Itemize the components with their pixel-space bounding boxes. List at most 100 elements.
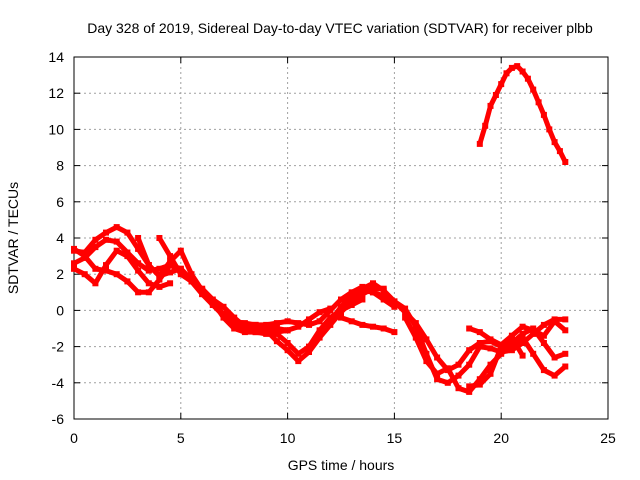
data-point (487, 336, 494, 343)
data-point (135, 235, 142, 241)
data-point (476, 376, 483, 383)
data-point (316, 327, 323, 334)
data-point (524, 75, 531, 82)
data-point (273, 338, 280, 345)
series-line (466, 318, 568, 348)
data-point (103, 267, 109, 274)
data-point (359, 321, 366, 328)
data-point (540, 340, 547, 346)
data-point (434, 376, 441, 383)
series-line (477, 63, 568, 165)
data-point (156, 235, 163, 241)
data-point (71, 245, 77, 252)
data-point (167, 253, 174, 260)
data-point (562, 363, 569, 370)
data-point (402, 314, 409, 321)
data-point (338, 314, 344, 321)
data-point (562, 316, 569, 323)
data-point (423, 358, 430, 365)
data-point (370, 289, 376, 296)
data-point (556, 148, 563, 155)
data-point (124, 278, 131, 285)
data-point (188, 271, 195, 278)
data-point (476, 140, 483, 147)
data-point (412, 323, 419, 330)
y-tick-label: 12 (48, 85, 64, 101)
data-point (263, 321, 270, 328)
data-point (135, 260, 142, 267)
data-point (81, 253, 88, 260)
data-point (370, 280, 376, 287)
data-point (444, 365, 451, 372)
series-track-1 (71, 236, 334, 334)
data-point (434, 370, 441, 377)
data-point (498, 350, 505, 357)
series-track-6 (156, 235, 291, 337)
data-point (113, 271, 120, 278)
data-point (156, 265, 163, 272)
data-point (562, 327, 569, 334)
data-point (359, 287, 366, 294)
data-point (71, 265, 77, 272)
data-point (487, 102, 494, 109)
data-point (466, 361, 473, 368)
data-point (338, 303, 344, 310)
data-point (209, 296, 216, 303)
data-point (124, 229, 131, 236)
data-point (535, 99, 542, 106)
data-point (466, 347, 473, 354)
data-point (540, 111, 547, 118)
y-tick-label: -4 (52, 375, 65, 391)
data-point (241, 323, 248, 330)
data-point (380, 292, 387, 299)
data-point (263, 327, 270, 334)
data-point (508, 347, 515, 354)
data-point (252, 329, 259, 336)
x-tick-label: 5 (177, 430, 185, 446)
data-point (455, 385, 462, 392)
data-point (370, 285, 376, 292)
data-point (546, 126, 553, 133)
data-point (402, 305, 409, 312)
data-point (476, 329, 483, 336)
data-point (508, 334, 515, 341)
data-point (188, 278, 195, 285)
chart-title: Day 328 of 2019, Sidereal Day-to-day VTE… (87, 20, 593, 36)
data-point (92, 244, 99, 251)
data-point (273, 325, 280, 332)
data-point (220, 312, 227, 319)
data-point (167, 269, 174, 276)
data-point (503, 70, 510, 77)
data-point (145, 267, 152, 274)
data-point (284, 340, 291, 346)
data-point (514, 63, 521, 70)
data-point (167, 258, 174, 265)
data-point (412, 334, 419, 341)
data-point (124, 253, 131, 260)
y-tick-label: 0 (56, 302, 64, 318)
data-point (434, 354, 441, 361)
x-tick-label: 15 (387, 430, 403, 446)
data-point (455, 361, 462, 368)
data-point (220, 303, 227, 310)
axis-ticks: -6 -4 -2 0 2 4 6 8 10 12 14 0 5 10 15 20 25 (48, 49, 616, 446)
data-point (145, 289, 152, 296)
data-point (113, 224, 120, 231)
data-point (103, 262, 109, 269)
data-point (540, 367, 547, 374)
data-point (359, 296, 366, 303)
data-point (455, 372, 462, 379)
data-point (466, 383, 473, 390)
x-tick-label: 25 (600, 430, 616, 446)
data-series (71, 63, 569, 395)
data-point (348, 302, 355, 308)
data-point (338, 309, 344, 316)
data-point (498, 343, 505, 350)
data-point (540, 332, 547, 339)
data-point (391, 303, 398, 310)
y-tick-label: 14 (48, 49, 64, 65)
data-point (295, 320, 302, 327)
data-point (380, 325, 387, 332)
data-point (252, 321, 259, 328)
data-point (466, 325, 473, 332)
